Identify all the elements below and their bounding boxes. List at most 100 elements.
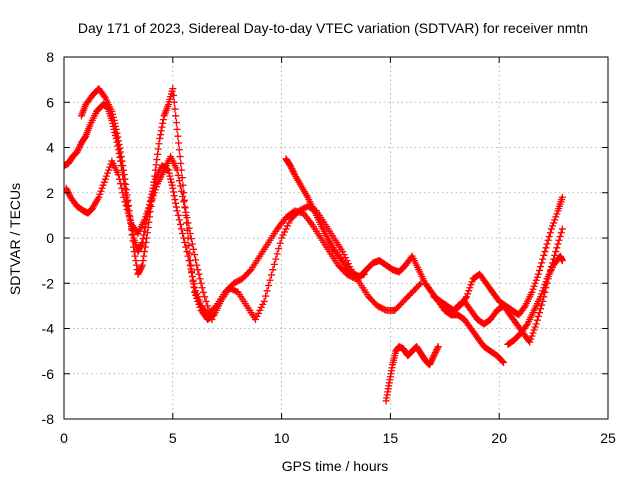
data-point-interp — [111, 119, 119, 127]
data-point-interp — [182, 208, 190, 216]
data-point-interp — [96, 190, 104, 198]
data-point-interp — [176, 182, 184, 190]
data-point-interp — [207, 311, 215, 319]
data-point-interp — [520, 303, 528, 311]
data-point-interp — [194, 297, 202, 305]
data-point-interp — [139, 257, 147, 265]
data-point-interp — [428, 356, 436, 364]
data-point-interp — [193, 294, 201, 302]
data-point-interp — [184, 234, 192, 242]
y-tick-label: -4 — [42, 321, 55, 337]
data-point-interp — [175, 216, 183, 224]
data-point-interp — [76, 142, 84, 150]
data-point-interp — [97, 187, 105, 195]
data-point-interp — [197, 279, 205, 287]
data-point-interp — [159, 119, 167, 127]
data-point — [558, 257, 566, 265]
data-point-interp — [272, 255, 280, 263]
data-point-interp — [552, 213, 560, 221]
data-point-interp — [554, 240, 562, 248]
data-point — [547, 225, 555, 233]
data-point-interp — [154, 150, 162, 158]
data-point-interp — [141, 243, 149, 251]
data-point-interp — [527, 335, 535, 343]
data-point — [169, 184, 177, 192]
x-tick-label: 25 — [600, 430, 616, 446]
data-point-interp — [102, 172, 110, 180]
data-point-interp — [64, 187, 72, 195]
data-point-interp — [109, 110, 117, 118]
data-point-interp — [117, 180, 125, 188]
data-point-interp — [188, 240, 196, 248]
data-point — [156, 134, 164, 142]
data-point-interp — [529, 329, 537, 337]
data-point-interp — [276, 239, 284, 247]
data-point — [173, 207, 181, 215]
data-point-interp — [144, 223, 152, 231]
data-point-interp — [171, 105, 179, 113]
data-series — [64, 85, 566, 405]
data-point — [108, 107, 116, 115]
data-point — [541, 248, 549, 256]
data-point-interp — [114, 137, 122, 145]
data-point-interp — [195, 300, 203, 308]
data-point-interp — [157, 127, 165, 135]
data-point-interp — [270, 260, 278, 268]
data-point — [134, 270, 142, 278]
data-point-interp — [110, 116, 118, 124]
data-point-interp — [529, 285, 537, 293]
data-point — [278, 234, 286, 242]
data-point-interp — [176, 153, 184, 161]
series-track-c — [64, 153, 216, 323]
data-point-interp — [540, 284, 548, 292]
data-point-interp — [545, 232, 553, 240]
data-point — [186, 257, 194, 265]
data-point-interp — [124, 209, 132, 217]
data-point-interp — [541, 281, 549, 289]
data-point-interp — [172, 203, 180, 211]
data-point-interp — [538, 290, 546, 298]
data-point-interp — [136, 266, 144, 274]
data-point-interp — [467, 281, 475, 289]
data-point — [528, 288, 536, 296]
data-point-interp — [530, 326, 538, 334]
data-point-interp — [81, 133, 89, 141]
data-point-interp — [429, 353, 437, 361]
data-point-interp — [152, 161, 160, 169]
data-point-interp — [119, 166, 127, 174]
y-tick-label: 6 — [46, 94, 54, 110]
data-point-interp — [553, 210, 561, 218]
data-point — [130, 243, 138, 251]
data-point — [208, 315, 216, 323]
data-point-interp — [131, 252, 139, 260]
data-point-interp — [159, 116, 167, 124]
data-point — [64, 184, 70, 192]
series-track-a — [64, 101, 368, 319]
data-point-interp — [540, 251, 548, 259]
data-point-interp — [498, 357, 506, 365]
data-point-interp — [550, 219, 558, 227]
data-point-interp — [104, 169, 112, 177]
data-point-interp — [151, 186, 159, 194]
data-point-interp — [118, 184, 126, 192]
data-point-interp — [533, 273, 541, 281]
data-point-interp — [138, 263, 146, 271]
data-point-interp — [114, 133, 122, 141]
data-point-interp — [118, 157, 126, 165]
data-point-interp — [431, 349, 439, 357]
data-point-interp — [113, 129, 121, 137]
data-point-interp — [196, 275, 204, 283]
data-point-interp — [522, 321, 530, 329]
data-point-interp — [75, 145, 83, 153]
data-point-interp — [175, 139, 183, 147]
data-point-interp — [204, 302, 212, 310]
data-point-interp — [198, 284, 206, 292]
data-point-interp — [551, 251, 559, 259]
data-point-interp — [289, 168, 297, 176]
data-point-interp — [539, 255, 547, 263]
data-point-interp — [109, 113, 117, 121]
axis-ticks: 0 5 10 15 20 25 -8 -6 -4 -2 0 2 4 6 8 — [42, 49, 616, 446]
data-point — [173, 166, 181, 174]
series-track-b — [77, 85, 425, 323]
data-point — [95, 193, 103, 201]
